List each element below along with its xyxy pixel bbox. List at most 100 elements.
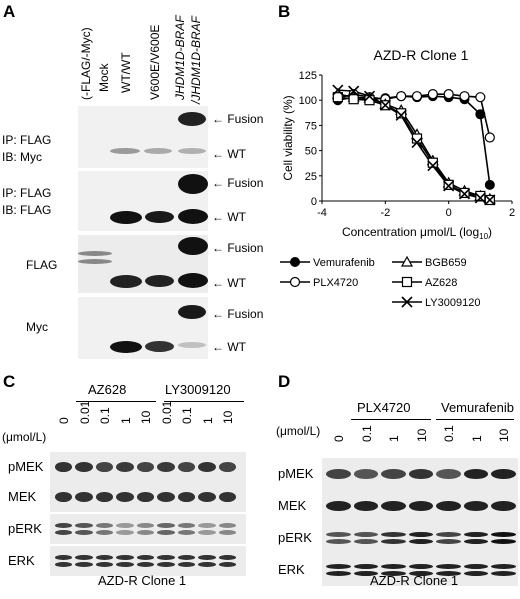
arrow-left-icon: ← — [212, 112, 224, 126]
legend-entry-ly3009120: LY3009120 — [425, 297, 480, 309]
western-blot-mek — [50, 482, 246, 512]
blot1-label-ib: IB: Myc — [2, 150, 43, 164]
x-tick-label: -2 — [380, 207, 390, 219]
western-blot-pmek — [322, 458, 518, 490]
blot-label-perk: pERK — [278, 530, 312, 545]
western-blot-a3 — [78, 235, 208, 293]
y-tick-label: 25 — [305, 171, 317, 183]
arrow-left-icon: ← — [212, 147, 224, 161]
column-label-mock: Mock — [97, 63, 111, 92]
western-blot-mek — [322, 490, 518, 522]
concentration-label: 10 — [221, 410, 235, 424]
blot4-label: Myc — [26, 320, 48, 334]
x-tick-label: 2 — [509, 207, 515, 219]
chart-title: AZD-R Clone 1 — [374, 47, 469, 63]
data-point-ly3009120 — [458, 188, 471, 200]
y-tick-labels: 0 25 50 75 100 125 — [299, 70, 317, 208]
group-label-az628: AZ628 — [88, 382, 127, 397]
blot-label-pmek: pMEK — [8, 459, 44, 474]
y-tick-label: 100 — [299, 95, 317, 107]
x-tick-label: 0 — [446, 207, 452, 219]
legend-marker-az628 — [401, 276, 413, 288]
data-point-plx4720 — [427, 89, 438, 100]
concentration-label: 0.1 — [359, 425, 374, 442]
data-point-ly3009120 — [484, 194, 496, 206]
series-line-az628 — [337, 96, 491, 201]
data-point-vemurafenib — [484, 179, 495, 190]
conc-unit-label: (μmol/L) — [2, 430, 47, 444]
arrow-left-icon: ← — [212, 176, 224, 190]
data-point-ly3009120 — [474, 192, 486, 204]
arrow-left-icon: ← — [212, 340, 224, 354]
concentration-label: 1 — [200, 417, 215, 424]
blot3-wt-marker: ← WT — [212, 276, 246, 290]
legend-entry-vemurafenib: Vemurafenib — [313, 257, 375, 269]
data-point-plx4720 — [484, 132, 495, 143]
y-axis-label: Cell viability (%) — [281, 95, 295, 180]
group-underline-plx4720 — [351, 419, 431, 420]
legend-marker-bgb659 — [400, 255, 414, 267]
arrow-left-icon: ← — [212, 307, 224, 321]
legend-entry-plx4720: PLX4720 — [313, 277, 358, 289]
blot1-fusion-marker: ← Fusion — [212, 112, 264, 126]
legend-marker-vemurafenib — [290, 257, 300, 267]
blot-label-pmek: pMEK — [278, 466, 314, 481]
data-point-ly3009120 — [395, 109, 407, 121]
column-label-fusion-1: JHDM1D-BRAF — [173, 15, 187, 100]
column-label-fusion-2: /JHDM1D-BRAF — [189, 15, 203, 104]
data-point-plx4720 — [396, 91, 407, 102]
data-point-plx4720 — [475, 92, 486, 103]
concentration-label: 0 — [332, 435, 346, 442]
concentration-label: 10 — [497, 428, 511, 442]
western-blot-pmek — [50, 452, 246, 482]
concentration-label: 1 — [387, 435, 401, 442]
western-blot-perk — [50, 514, 246, 544]
concentration-label: 1 — [118, 417, 133, 424]
panel-a-label: A — [3, 2, 16, 21]
blot2-wt-marker: ← WT — [212, 210, 246, 224]
viability-chart: AZD-R Clone 1 0 25 50 75 100 125 -4 -2 0 2 Cell … — [280, 47, 515, 309]
western-blot-erk — [322, 554, 518, 586]
blot3-label: FLAG — [26, 258, 58, 272]
blot3-fusion-marker: ← Fusion — [212, 241, 264, 255]
data-point-plx4720 — [443, 89, 454, 100]
group-underline-az628 — [76, 401, 156, 402]
data-point-vemurafenib — [475, 109, 486, 120]
concentration-label: 0.1 — [98, 407, 112, 424]
data-point-az628 — [348, 94, 359, 105]
legend-entry-az628: AZ628 — [425, 277, 457, 289]
concentration-label: 0.1 — [442, 425, 456, 442]
panel-c-label: C — [3, 372, 16, 391]
legend-marker-ly3009120 — [401, 296, 413, 308]
y-tick-label: 0 — [311, 196, 317, 208]
group-underline-vemurafenib — [436, 419, 514, 420]
arrow-left-icon: ← — [212, 276, 224, 290]
blot2-fusion-marker: ← Fusion — [212, 176, 264, 190]
data-point-az628 — [475, 190, 486, 202]
x-tick-labels: -4 -2 0 2 — [317, 207, 515, 219]
group-underline-ly3009120 — [164, 401, 244, 402]
data-point-ly3009120 — [427, 160, 439, 172]
group-label-ly3009120: LY3009120 — [165, 382, 231, 397]
concentration-label: 1 — [469, 435, 484, 442]
concentration-label: 10 — [414, 428, 429, 442]
y-tick-label: 50 — [305, 146, 317, 158]
concentration-label: 0 — [57, 417, 71, 424]
panel-b-label: B — [278, 2, 291, 21]
arrow-left-icon: ← — [212, 210, 224, 224]
data-point-ly3009120 — [411, 136, 423, 149]
data-point-ly3009120 — [348, 85, 360, 97]
blot-label-erk: ERK — [278, 562, 305, 577]
group-label-plx4720: PLX4720 — [357, 400, 411, 415]
data-point-ly3009120 — [379, 99, 391, 111]
data-point-plx4720 — [411, 91, 423, 102]
concentration-label: 0.1 — [180, 407, 194, 424]
concentration-label: 0.01 — [77, 400, 92, 424]
data-point-az628 — [396, 108, 407, 119]
blot4-fusion-marker: ← Fusion — [212, 307, 264, 321]
data-point-ly3009120 — [332, 84, 344, 96]
data-point-az628 — [427, 157, 438, 168]
conc-unit-label-d: (μmol/L) — [276, 424, 321, 438]
concentration-label: 10 — [139, 410, 153, 424]
concentration-label: 0.01 — [159, 400, 174, 424]
